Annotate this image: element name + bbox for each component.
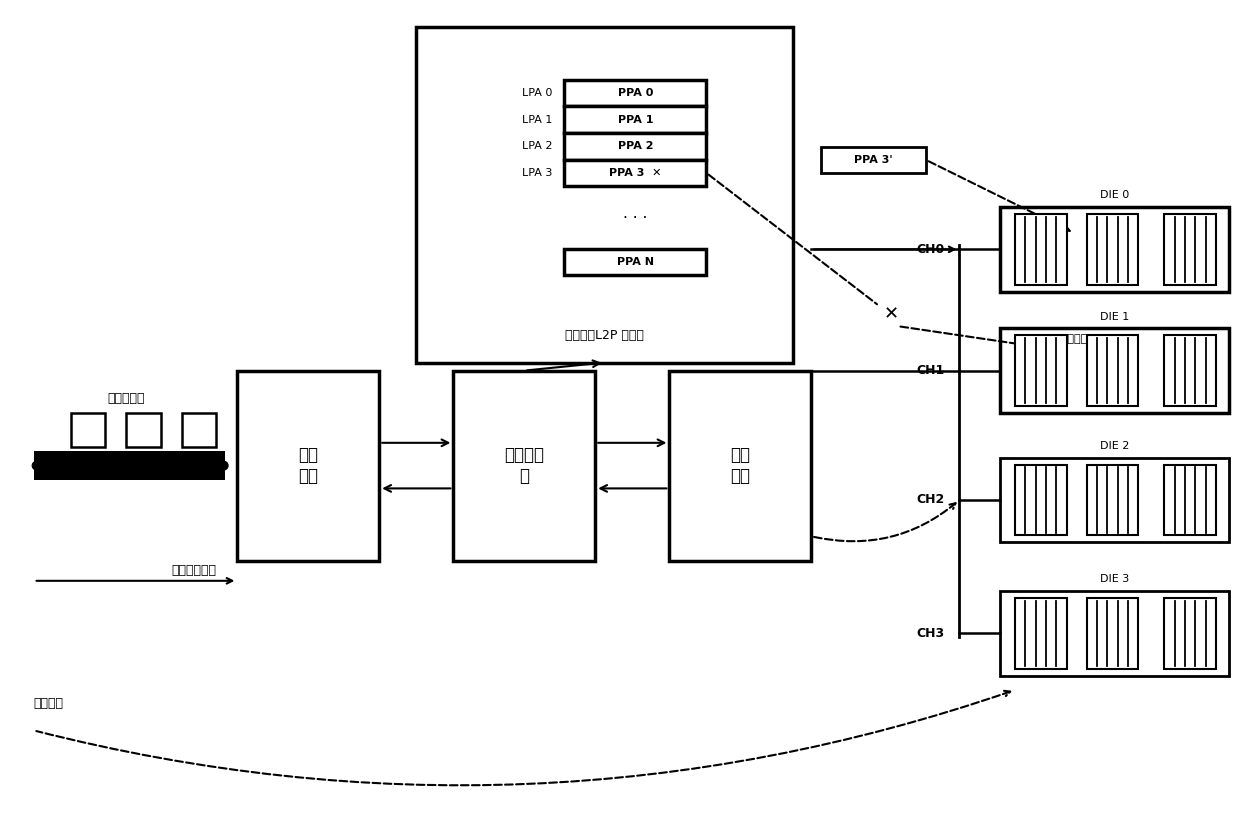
FancyBboxPatch shape bbox=[821, 147, 926, 173]
Text: PPA 2: PPA 2 bbox=[618, 142, 653, 151]
FancyBboxPatch shape bbox=[417, 27, 792, 362]
FancyBboxPatch shape bbox=[564, 107, 707, 133]
Text: ✕: ✕ bbox=[884, 305, 899, 323]
Text: LPA 0: LPA 0 bbox=[522, 88, 552, 98]
Text: 内存中的L2P 映射表: 内存中的L2P 映射表 bbox=[565, 330, 644, 343]
FancyBboxPatch shape bbox=[564, 133, 707, 160]
Text: PPA 0: PPA 0 bbox=[618, 88, 653, 98]
FancyBboxPatch shape bbox=[1016, 214, 1066, 285]
FancyBboxPatch shape bbox=[1164, 465, 1216, 535]
Text: 数据传输控制: 数据传输控制 bbox=[171, 564, 217, 577]
Text: 主机读请求: 主机读请求 bbox=[108, 392, 145, 405]
FancyBboxPatch shape bbox=[71, 414, 105, 448]
FancyBboxPatch shape bbox=[1086, 335, 1138, 406]
Text: DIE 3: DIE 3 bbox=[1100, 575, 1128, 584]
FancyBboxPatch shape bbox=[670, 370, 811, 561]
Text: CH3: CH3 bbox=[916, 627, 945, 640]
FancyBboxPatch shape bbox=[1016, 465, 1066, 535]
FancyBboxPatch shape bbox=[126, 414, 161, 448]
FancyBboxPatch shape bbox=[454, 370, 595, 561]
Text: LPA 3: LPA 3 bbox=[522, 168, 552, 178]
Text: LPA 1: LPA 1 bbox=[522, 115, 552, 125]
Text: CH0: CH0 bbox=[916, 243, 945, 256]
FancyBboxPatch shape bbox=[1001, 328, 1229, 413]
FancyBboxPatch shape bbox=[237, 370, 379, 561]
Text: PPA 3  ✕: PPA 3 ✕ bbox=[609, 168, 662, 178]
Text: 前端
模块: 前端 模块 bbox=[299, 446, 319, 485]
Text: DIE 2: DIE 2 bbox=[1100, 441, 1130, 451]
FancyBboxPatch shape bbox=[564, 248, 707, 275]
FancyBboxPatch shape bbox=[182, 414, 216, 448]
Text: DIE 1: DIE 1 bbox=[1100, 312, 1128, 322]
FancyBboxPatch shape bbox=[1001, 457, 1229, 542]
Text: CH2: CH2 bbox=[916, 493, 945, 506]
FancyBboxPatch shape bbox=[1016, 335, 1066, 406]
Text: · · ·: · · · bbox=[624, 211, 647, 226]
Text: PPA N: PPA N bbox=[618, 257, 653, 267]
Text: 后端
模块: 后端 模块 bbox=[730, 446, 750, 485]
FancyBboxPatch shape bbox=[1016, 598, 1066, 668]
Text: DIE 0: DIE 0 bbox=[1100, 190, 1128, 200]
FancyBboxPatch shape bbox=[1086, 465, 1138, 535]
FancyBboxPatch shape bbox=[1086, 214, 1138, 285]
FancyBboxPatch shape bbox=[564, 160, 707, 186]
FancyBboxPatch shape bbox=[1164, 335, 1216, 406]
Text: LPA 2: LPA 2 bbox=[522, 142, 552, 151]
Text: PPA 1: PPA 1 bbox=[618, 115, 653, 125]
FancyBboxPatch shape bbox=[564, 80, 707, 107]
Text: 指示对应数据所存储的物
理地址: 指示对应数据所存储的物 理地址 bbox=[1022, 335, 1095, 356]
FancyBboxPatch shape bbox=[1001, 591, 1229, 676]
Text: 数据传输: 数据传输 bbox=[33, 697, 63, 710]
Text: PPA 3': PPA 3' bbox=[854, 155, 893, 165]
FancyBboxPatch shape bbox=[1001, 207, 1229, 291]
Text: CH1: CH1 bbox=[916, 364, 945, 377]
FancyBboxPatch shape bbox=[1164, 214, 1216, 285]
FancyBboxPatch shape bbox=[1086, 598, 1138, 668]
FancyBboxPatch shape bbox=[1164, 598, 1216, 668]
Polygon shape bbox=[33, 452, 224, 479]
Text: 映射表管
理: 映射表管 理 bbox=[505, 446, 544, 485]
